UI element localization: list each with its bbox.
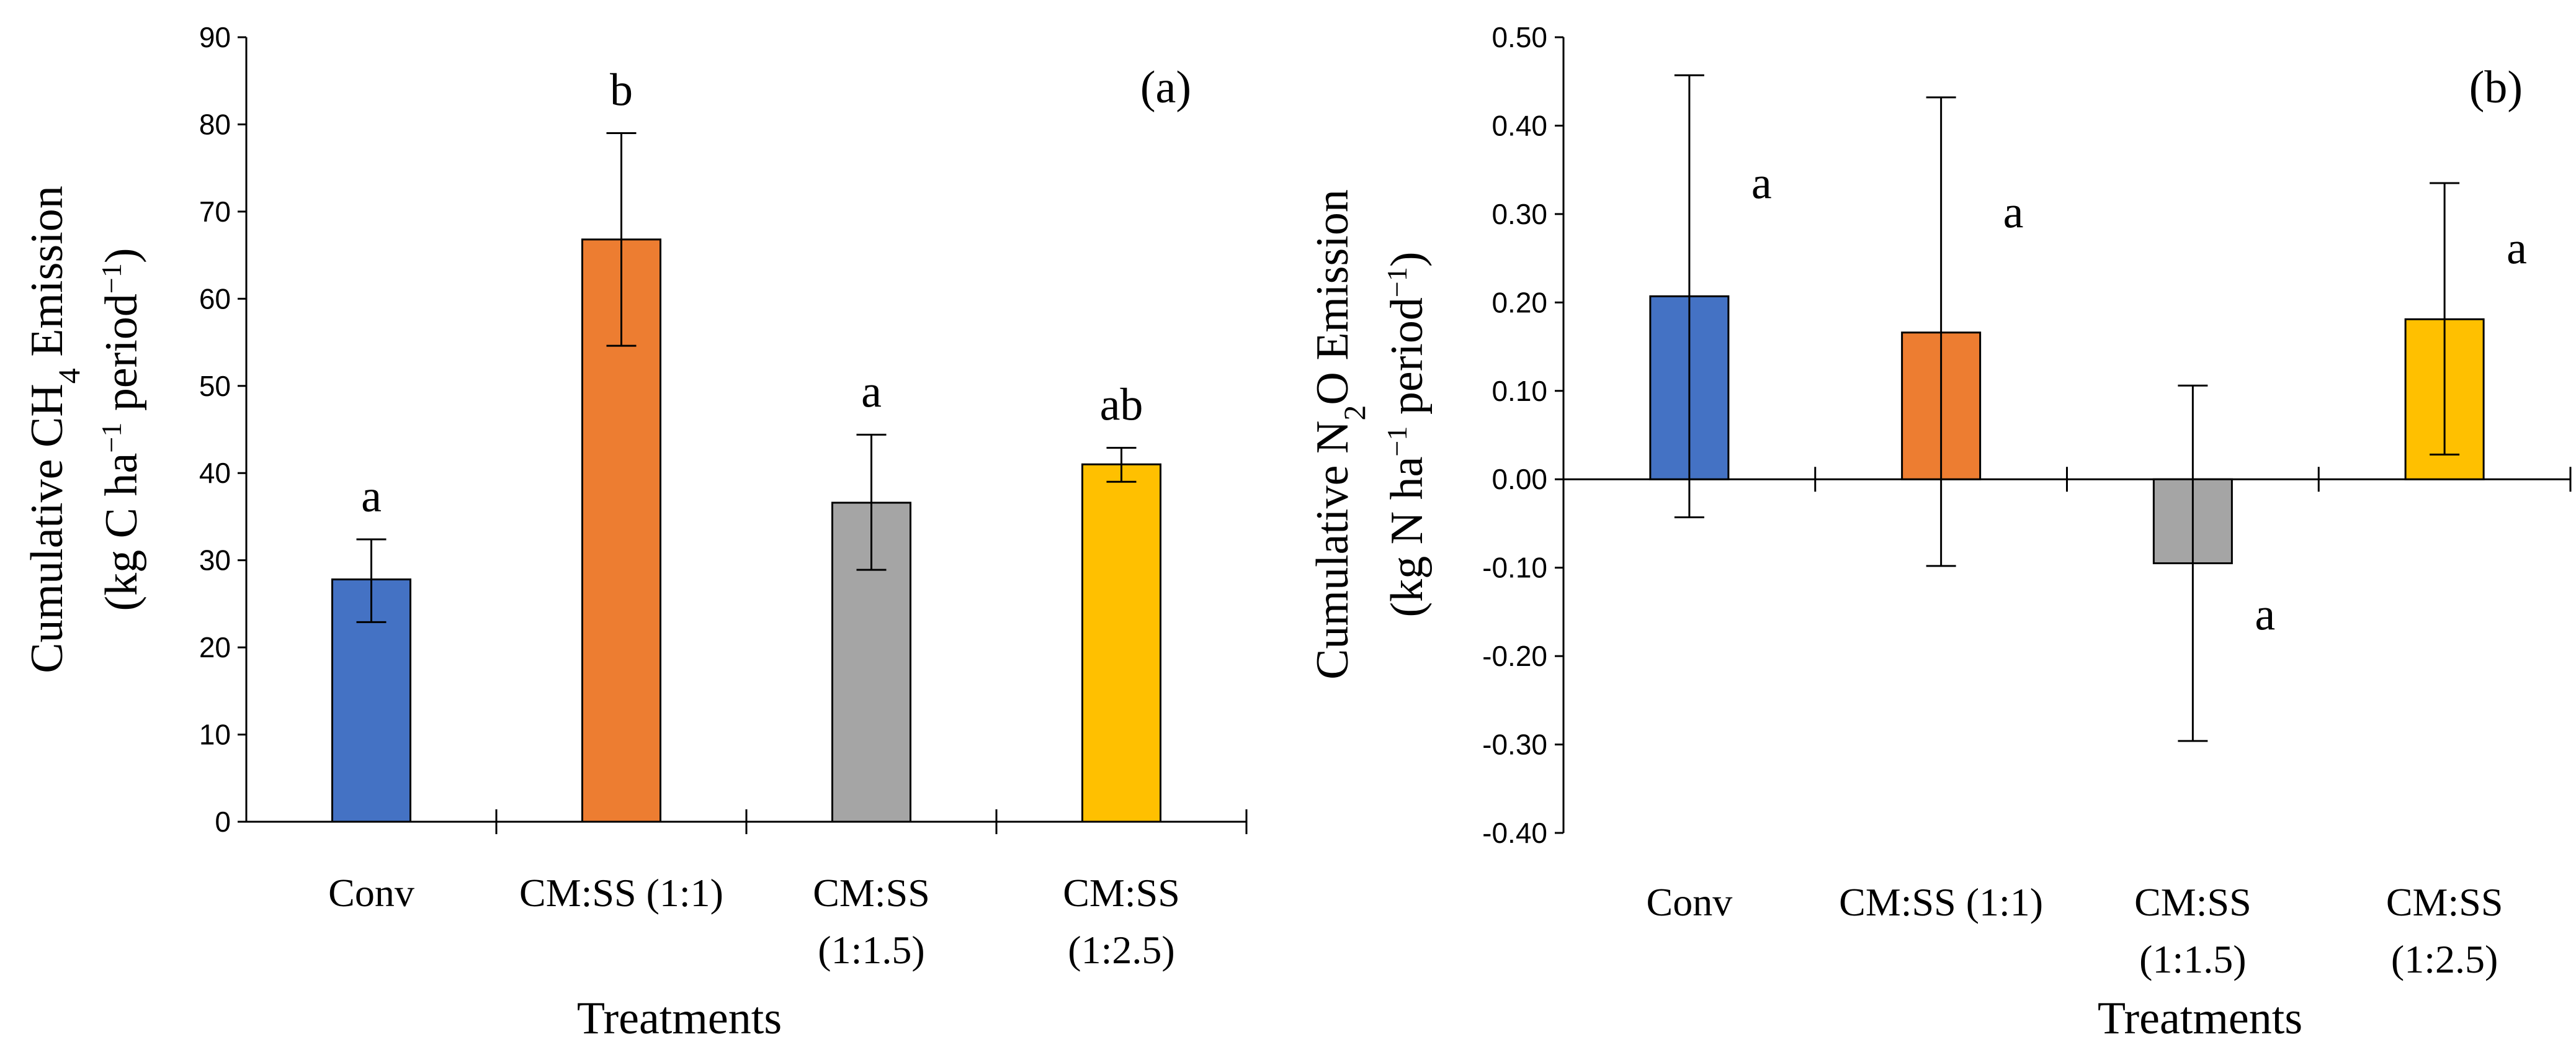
x-tick-label-b-2: CM:SS (1:1.5) <box>2134 880 2252 981</box>
y-axis-title-line2-sup-a: −1 <box>96 423 127 453</box>
significance-label-b-2: a <box>2255 589 2275 640</box>
x-tick-label-line-b-0-0: Conv <box>1647 880 1733 924</box>
y-axis-title-line2-pre-a: (kg C ha <box>96 453 147 611</box>
bar-a-0 <box>331 578 411 823</box>
x-tick-label-line-a-2-1: (1:1.5) <box>818 928 924 972</box>
y-axis-title-line1-a: Cumulative CH4 Emission <box>22 186 86 673</box>
y-tick-label-a-6: 60 <box>199 282 231 315</box>
y-axis-title-line2-a: (kg C ha−1 period−1) <box>96 248 148 611</box>
y-axis-title-line1-sub-a: 4 <box>51 368 86 384</box>
y-tick-label-b-1: -0.30 <box>1482 729 1547 761</box>
y-tick-label-b-3: -0.10 <box>1482 552 1547 584</box>
y-axis-title-line2-pre-b: (kg N ha <box>1382 457 1433 618</box>
y-tick-label-a-4: 40 <box>199 457 231 489</box>
y-axis-title-line2-mid-b: period <box>1382 297 1433 426</box>
y-axis-title-line2-post-a: ) <box>96 248 147 264</box>
x-tick-label-b-1: CM:SS (1:1) <box>1839 880 2043 924</box>
x-tick-label-a-2: CM:SS (1:1.5) <box>813 871 930 972</box>
y-axis-title-line1-b: Cumulative N2O Emission <box>1307 189 1372 680</box>
x-tick-label-line-a-1-0: CM:SS (1:1) <box>519 871 723 915</box>
y-tick-label-a-0: 0 <box>215 806 231 838</box>
x-tick-label-line-b-3-1: (1:2.5) <box>2391 937 2498 981</box>
y-tick-label-a-7: 70 <box>199 196 231 228</box>
y-tick-label-b-2: -0.20 <box>1482 640 1547 672</box>
x-tick-label-b-3: CM:SS (1:2.5) <box>2386 880 2503 981</box>
y-tick-label-b-6: 0.20 <box>1491 286 1547 318</box>
significance-label-a-2: a <box>861 366 882 417</box>
x-tick-label-line-a-3-1: (1:2.5) <box>1068 928 1174 972</box>
significance-label-b-1: a <box>2003 187 2024 238</box>
x-axis-title-b: Treatments <box>2098 993 2302 1044</box>
y-axis-title-line2-sup2-b: −1 <box>1381 267 1413 297</box>
x-tick-label-line-b-2-1: (1:1.5) <box>2139 937 2246 981</box>
significance-label-a-1: b <box>610 65 633 115</box>
y-tick-label-a-1: 10 <box>199 719 231 751</box>
chart-panel-a: 0 10 20 30 40 50 60 70 80 90 a Conv b CM:SS (1:1) a CM:… <box>22 21 1248 1044</box>
x-tick-label-a-1: CM:SS (1:1) <box>519 871 723 915</box>
y-tick-label-a-3: 30 <box>199 544 231 577</box>
y-tick-label-a-9: 90 <box>199 21 231 53</box>
chart-panel-b: -0.40 -0.30 -0.20 -0.10 0.00 0.10 0.20 0.30 0.40… <box>1288 0 2576 1052</box>
panel-label-b: (b) <box>2469 62 2523 113</box>
y-axis-title-line2-sup2-a: −1 <box>96 263 127 294</box>
y-axis-title-line2-post-b: ) <box>1382 251 1433 267</box>
y-tick-label-b-5: 0.10 <box>1491 375 1547 407</box>
y-axis-title-line2-sup-b: −1 <box>1381 426 1413 457</box>
significance-label-b-0: a <box>1751 158 1772 209</box>
y-tick-label-a-8: 80 <box>199 108 231 140</box>
significance-label-a-0: a <box>361 471 382 522</box>
y-axis-title-line2-b: (kg N ha−1 period−1) <box>1381 251 1433 617</box>
y-tick-label-b-0: -0.40 <box>1482 817 1547 849</box>
x-tick-label-a-3: CM:SS (1:2.5) <box>1063 871 1180 972</box>
x-tick-label-line-b-2-0: CM:SS <box>2134 880 2252 924</box>
x-tick-label-b-0: Conv <box>1647 880 1733 924</box>
y-tick-label-b-7: 0.30 <box>1491 198 1547 230</box>
x-tick-label-a-0: Conv <box>328 871 414 915</box>
x-tick-label-line-a-2-0: CM:SS <box>813 871 930 915</box>
y-tick-label-b-4: 0.00 <box>1491 463 1547 495</box>
x-tick-label-line-b-3-0: CM:SS <box>2386 880 2503 924</box>
significance-label-b-3: a <box>2507 223 2527 274</box>
y-axis-title-line2-mid-a: period <box>96 294 147 423</box>
y-axis-title-line1-pre-a: Cumulative CH <box>22 384 73 673</box>
significance-label-a-3: ab <box>1100 379 1143 430</box>
y-axis-title-line1-post-a: Emission <box>22 186 73 368</box>
y-axis-title-line1-sub-b: 2 <box>1337 405 1372 421</box>
x-tick-label-line-a-3-0: CM:SS <box>1063 871 1180 915</box>
y-axis-title-line1-post-b: O Emission <box>1307 189 1358 405</box>
y-axis-title-line1-pre-b: Cumulative N <box>1307 421 1358 680</box>
x-axis-title-a: Treatments <box>577 993 782 1044</box>
x-tick-label-line-a-0-0: Conv <box>328 871 414 915</box>
y-tick-label-a-2: 20 <box>199 631 231 663</box>
chart-a-svg: 0 10 20 30 40 50 60 70 80 90 a Conv b CM:SS (1:1) a CM:… <box>22 21 1248 1044</box>
y-tick-label-b-9: 0.50 <box>1491 21 1547 53</box>
chart-b-svg: -0.40 -0.30 -0.20 -0.10 0.00 0.10 0.20 0.30 0.40… <box>1307 21 2572 1044</box>
x-tick-label-line-b-1-0: CM:SS (1:1) <box>1839 880 2043 924</box>
bar-a-3 <box>1081 463 1161 823</box>
y-tick-label-a-5: 50 <box>199 370 231 402</box>
y-tick-label-b-8: 0.40 <box>1491 109 1547 142</box>
panel-label-a: (a) <box>1140 62 1191 113</box>
